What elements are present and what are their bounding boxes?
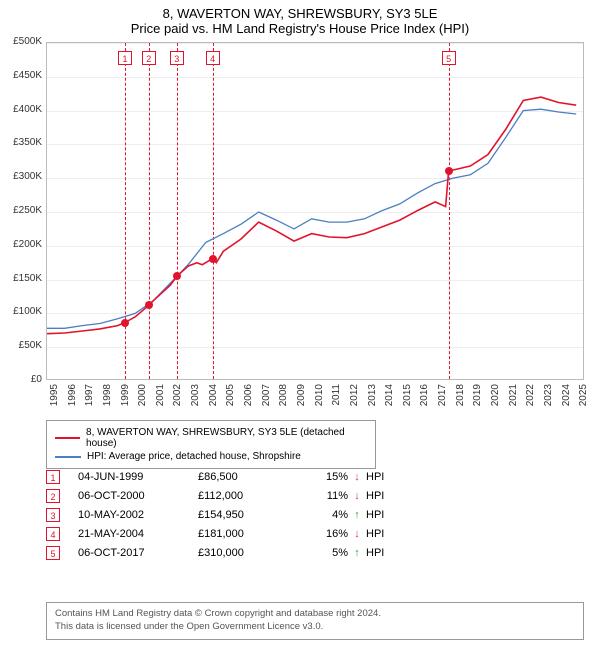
sales-table: 104-JUN-1999£86,50015%↓HPI206-OCT-2000£1… [46, 465, 396, 565]
x-axis-label: 1996 [67, 384, 78, 424]
table-date: 06-OCT-2000 [78, 490, 198, 502]
x-axis-label: 1997 [84, 384, 95, 424]
x-axis-label: 2017 [437, 384, 448, 424]
table-suffix: HPI [366, 528, 396, 540]
x-axis-label: 1998 [102, 384, 113, 424]
y-axis-label: £100K [2, 306, 42, 317]
x-axis-label: 2001 [155, 384, 166, 424]
arrow-up-icon: ↑ [348, 509, 366, 521]
x-axis-label: 2003 [190, 384, 201, 424]
x-axis-label: 2007 [261, 384, 272, 424]
x-axis-label: 2005 [225, 384, 236, 424]
table-pct: 4% [298, 509, 348, 521]
chart-title-block: 8, WAVERTON WAY, SHREWSBURY, SY3 5LE Pri… [0, 0, 600, 38]
arrow-down-icon: ↓ [348, 471, 366, 483]
table-marker: 2 [46, 489, 60, 503]
footer-attribution: Contains HM Land Registry data © Crown c… [46, 602, 584, 640]
x-axis-label: 2012 [349, 384, 360, 424]
table-price: £86,500 [198, 471, 298, 483]
table-row: 4 21-MAY-2004£181,00016%↓HPI [46, 527, 396, 541]
legend-label: 8, WAVERTON WAY, SHREWSBURY, SY3 5LE (de… [86, 427, 367, 449]
y-axis-label: £400K [2, 104, 42, 115]
series-property [47, 97, 576, 334]
table-pct: 16% [298, 528, 348, 540]
table-suffix: HPI [366, 509, 396, 521]
arrow-up-icon: ↑ [348, 547, 366, 559]
legend-row: HPI: Average price, detached house, Shro… [55, 450, 367, 463]
sale-point [445, 167, 453, 175]
footer-line2: This data is licensed under the Open Gov… [55, 621, 575, 634]
y-axis-label: £250K [2, 205, 42, 216]
x-axis-label: 1995 [49, 384, 60, 424]
table-suffix: HPI [366, 471, 396, 483]
x-axis-label: 2022 [525, 384, 536, 424]
legend-row: 8, WAVERTON WAY, SHREWSBURY, SY3 5LE (de… [55, 426, 367, 450]
x-axis-label: 2020 [490, 384, 501, 424]
legend-swatch [55, 437, 80, 439]
table-price: £310,000 [198, 547, 298, 559]
y-axis-label: £50K [2, 340, 42, 351]
x-axis-label: 2002 [172, 384, 183, 424]
y-axis-label: £500K [2, 36, 42, 47]
y-axis-label: £150K [2, 273, 42, 284]
table-marker: 1 [46, 470, 60, 484]
x-axis-label: 2004 [208, 384, 219, 424]
arrow-down-icon: ↓ [348, 528, 366, 540]
chart-lines [47, 43, 585, 381]
table-price: £154,950 [198, 509, 298, 521]
table-pct: 15% [298, 471, 348, 483]
x-axis-label: 2025 [578, 384, 589, 424]
table-marker: 5 [46, 546, 60, 560]
table-suffix: HPI [366, 547, 396, 559]
x-axis-label: 2016 [419, 384, 430, 424]
table-row: 3 10-MAY-2002£154,9504%↑HPI [46, 508, 396, 522]
table-date: 06-OCT-2017 [78, 547, 198, 559]
table-suffix: HPI [366, 490, 396, 502]
table-price: £112,000 [198, 490, 298, 502]
table-row: 2 06-OCT-2000£112,00011%↓HPI [46, 489, 396, 503]
table-row: 5 06-OCT-2017£310,0005%↑HPI [46, 546, 396, 560]
legend-box: 8, WAVERTON WAY, SHREWSBURY, SY3 5LE (de… [46, 420, 376, 469]
x-axis-label: 2018 [455, 384, 466, 424]
sale-point [145, 301, 153, 309]
y-axis-label: £450K [2, 70, 42, 81]
x-axis-label: 2023 [543, 384, 554, 424]
x-axis-label: 2019 [472, 384, 483, 424]
x-axis-label: 2013 [367, 384, 378, 424]
sale-point [209, 255, 217, 263]
title-line2: Price paid vs. HM Land Registry's House … [0, 21, 600, 36]
x-axis-label: 2024 [561, 384, 572, 424]
table-marker: 4 [46, 527, 60, 541]
x-axis-label: 2008 [278, 384, 289, 424]
y-axis-label: £300K [2, 171, 42, 182]
title-line1: 8, WAVERTON WAY, SHREWSBURY, SY3 5LE [0, 6, 600, 21]
table-date: 04-JUN-1999 [78, 471, 198, 483]
footer-line1: Contains HM Land Registry data © Crown c… [55, 608, 575, 621]
table-pct: 5% [298, 547, 348, 559]
sale-point [121, 319, 129, 327]
arrow-down-icon: ↓ [348, 490, 366, 502]
x-axis-label: 2015 [402, 384, 413, 424]
table-date: 10-MAY-2002 [78, 509, 198, 521]
y-axis-label: £350K [2, 137, 42, 148]
x-axis-label: 2006 [243, 384, 254, 424]
sale-point [173, 272, 181, 280]
table-marker: 3 [46, 508, 60, 522]
legend-label: HPI: Average price, detached house, Shro… [87, 451, 301, 462]
table-pct: 11% [298, 490, 348, 502]
legend-swatch [55, 456, 81, 458]
x-axis-label: 2014 [384, 384, 395, 424]
chart-plot-area: 12345 [46, 42, 584, 380]
x-axis-label: 2010 [314, 384, 325, 424]
table-row: 1 04-JUN-1999£86,50015%↓HPI [46, 470, 396, 484]
y-axis-label: £200K [2, 239, 42, 250]
y-axis-label: £0 [2, 374, 42, 385]
table-price: £181,000 [198, 528, 298, 540]
x-axis-label: 1999 [120, 384, 131, 424]
x-axis-label: 2011 [331, 384, 342, 424]
x-axis-label: 2000 [137, 384, 148, 424]
x-axis-label: 2009 [296, 384, 307, 424]
table-date: 21-MAY-2004 [78, 528, 198, 540]
x-axis-label: 2021 [508, 384, 519, 424]
